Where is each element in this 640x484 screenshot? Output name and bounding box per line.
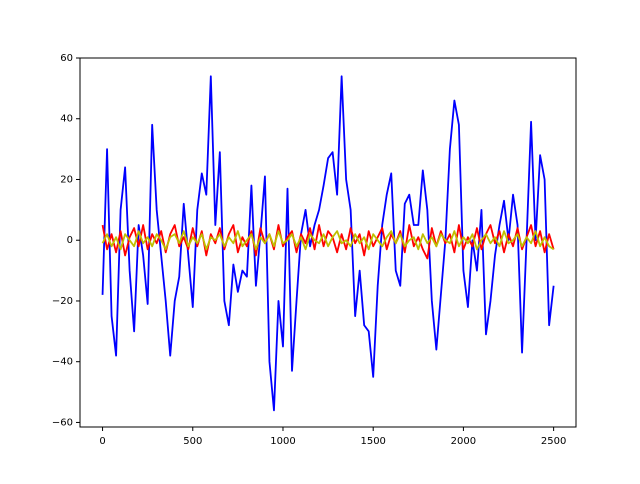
y-tick-label: −20: [52, 296, 73, 307]
y-tick-label: −40: [52, 357, 73, 368]
plot-frame: [79, 57, 577, 428]
x-tick-label: 500: [183, 436, 202, 447]
x-tick-label: 1500: [360, 436, 385, 447]
y-tick-label: 60: [60, 53, 73, 64]
x-tick-label: 1000: [270, 436, 295, 447]
y-tick-label: −60: [52, 417, 73, 428]
x-tick-label: 0: [99, 436, 105, 447]
x-tick-label: 2000: [451, 436, 476, 447]
x-tick-label: 2500: [541, 436, 566, 447]
data-line: [101, 230, 555, 251]
data-line: [101, 75, 555, 412]
y-tick-label: 20: [60, 174, 73, 185]
y-tick-label: 40: [60, 114, 73, 125]
y-tick-label: 0: [67, 235, 73, 246]
